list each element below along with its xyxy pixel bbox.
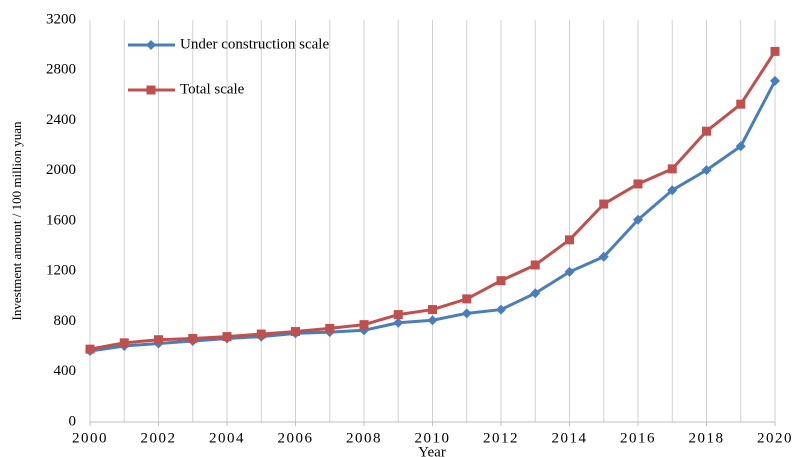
marker bbox=[119, 338, 129, 348]
marker bbox=[667, 185, 678, 196]
y-tick-label: 1600 bbox=[46, 212, 76, 228]
marker bbox=[565, 235, 574, 245]
marker bbox=[667, 164, 677, 174]
marker bbox=[146, 85, 156, 95]
y-tick-label: 1200 bbox=[46, 263, 76, 279]
marker bbox=[564, 266, 575, 277]
marker bbox=[291, 327, 300, 337]
marker bbox=[598, 251, 609, 262]
marker bbox=[633, 179, 643, 189]
y-axis-label: Investment amount / 100 million yuan bbox=[9, 121, 24, 320]
marker bbox=[633, 214, 643, 225]
x-tick-label: 2008 bbox=[346, 430, 382, 446]
marker bbox=[256, 329, 266, 339]
marker bbox=[496, 304, 506, 315]
legend-label: Under construction scale bbox=[180, 36, 329, 52]
marker bbox=[154, 335, 163, 345]
x-tick-label: 2004 bbox=[209, 430, 245, 446]
y-tick-label: 400 bbox=[54, 363, 77, 379]
marker bbox=[736, 99, 746, 109]
marker bbox=[735, 141, 746, 152]
x-tick-label: 2002 bbox=[141, 430, 177, 446]
y-tick-label: 2000 bbox=[46, 162, 76, 178]
marker bbox=[770, 46, 780, 56]
x-tick-label: 2014 bbox=[552, 430, 588, 446]
marker bbox=[530, 288, 541, 299]
x-tick-label: 2016 bbox=[620, 430, 656, 446]
y-tick-label: 0 bbox=[69, 413, 77, 429]
marker bbox=[393, 310, 403, 320]
x-tick-label: 2020 bbox=[757, 430, 793, 446]
y-tick-label: 800 bbox=[54, 313, 77, 329]
marker bbox=[146, 40, 156, 50]
marker bbox=[222, 332, 232, 342]
y-tick-label: 3200 bbox=[46, 11, 76, 27]
x-axis-label: Year bbox=[418, 444, 446, 457]
x-tick-label: 2000 bbox=[72, 430, 108, 446]
marker bbox=[461, 308, 472, 319]
marker bbox=[530, 260, 540, 270]
legend-label: Total scale bbox=[180, 81, 245, 97]
marker bbox=[599, 199, 609, 209]
marker bbox=[701, 165, 712, 176]
x-tick-label: 2010 bbox=[415, 430, 451, 446]
marker bbox=[770, 75, 780, 86]
marker bbox=[428, 305, 437, 315]
marker bbox=[393, 317, 404, 328]
x-tick-label: 2012 bbox=[483, 430, 519, 446]
y-tick-label: 2800 bbox=[46, 62, 76, 78]
marker bbox=[462, 294, 472, 304]
marker bbox=[496, 276, 506, 286]
marker bbox=[85, 344, 95, 354]
marker bbox=[359, 320, 369, 330]
marker bbox=[702, 126, 711, 136]
x-tick-label: 2006 bbox=[278, 430, 314, 446]
y-tick-label: 2400 bbox=[46, 112, 76, 128]
marker bbox=[325, 323, 335, 333]
x-tick-label: 2018 bbox=[689, 430, 725, 446]
marker bbox=[427, 315, 438, 326]
marker bbox=[188, 333, 198, 343]
